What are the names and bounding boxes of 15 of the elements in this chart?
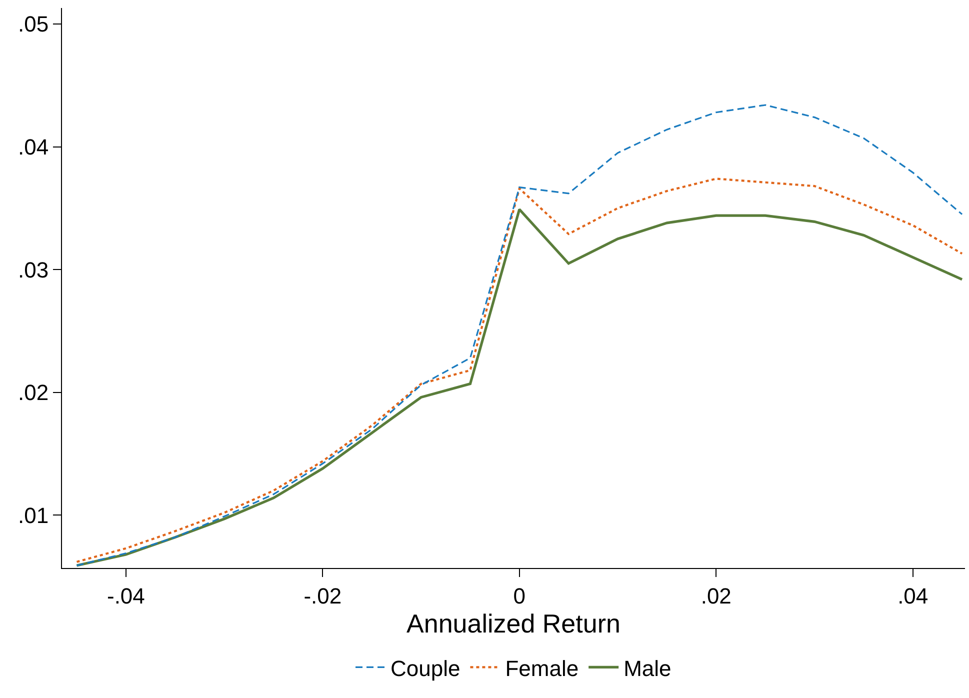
y-tick-label: .03	[18, 257, 49, 282]
line-series	[76, 104, 963, 566]
x-tick-label: -.02	[304, 583, 342, 608]
y-tick-label: .05	[18, 12, 49, 37]
legend-label: Female	[505, 656, 579, 681]
x-tick-label: 0	[513, 583, 526, 608]
legend-label: Male	[624, 656, 672, 681]
y-tick-label: .04	[18, 134, 49, 160]
x-tick-label: .04	[898, 583, 928, 608]
legend-label: Couple	[390, 656, 460, 681]
x-tick-label: -.04	[106, 583, 145, 608]
x-axis-title: Annualized Return	[406, 608, 620, 638]
y-tick-label: .01	[18, 502, 49, 528]
y-tick-label: .02	[18, 380, 49, 406]
x-tick-label: .02	[700, 583, 732, 608]
